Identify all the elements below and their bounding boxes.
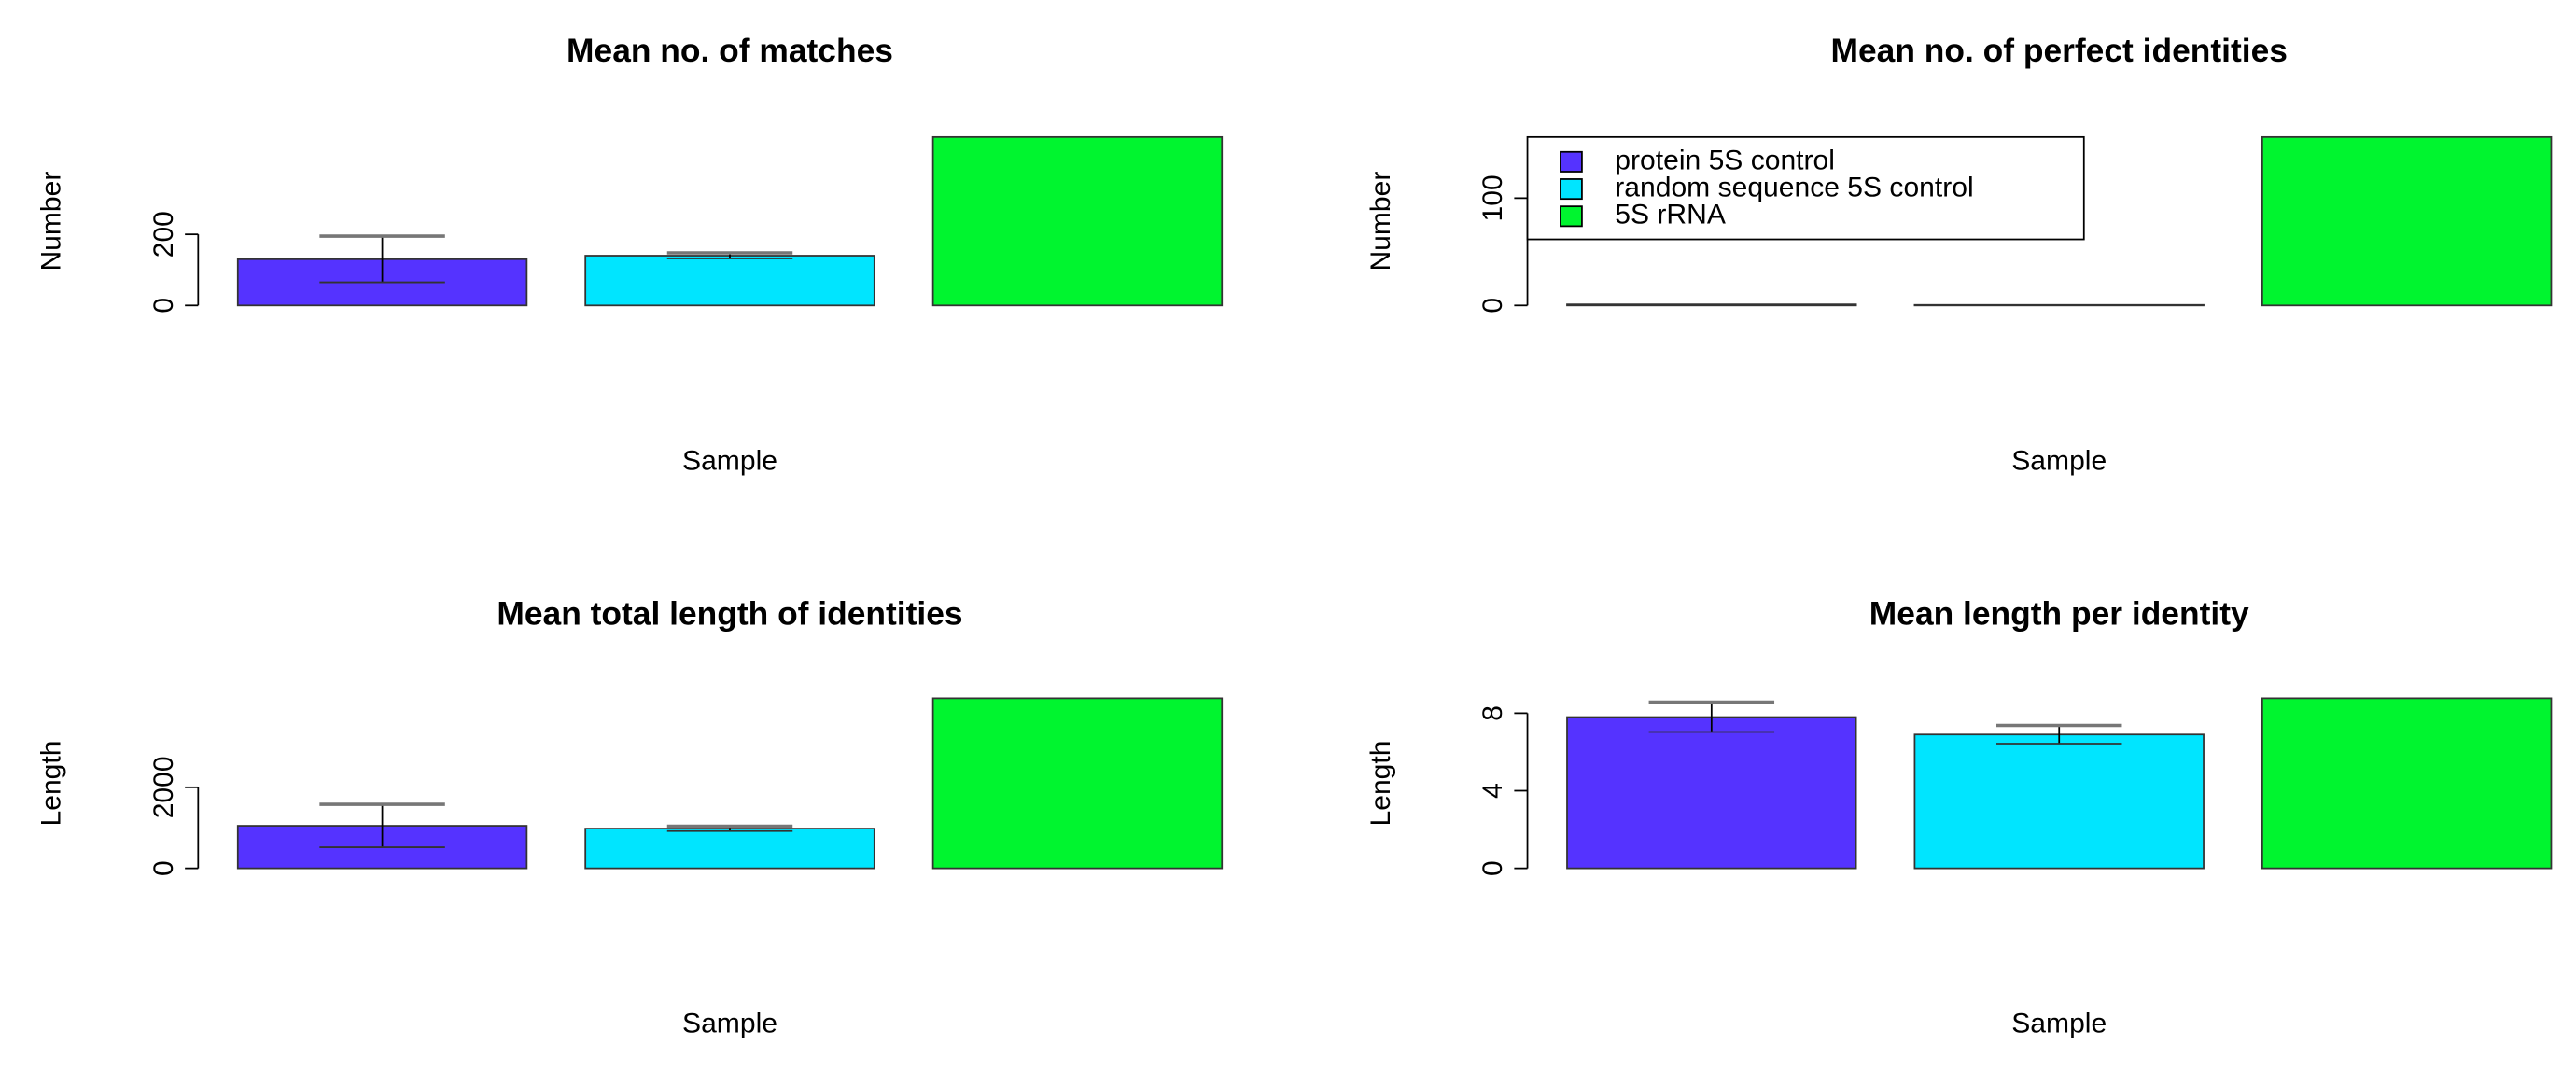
legend-box: [1526, 135, 2085, 241]
chart-title: Mean total length of identities: [497, 595, 962, 632]
bar: [1566, 716, 1857, 870]
bar: [1913, 303, 2205, 307]
legend-swatch: [1560, 178, 1583, 201]
x-axis-label: Sample: [682, 445, 777, 476]
y-axis-label: Length: [1365, 741, 1396, 827]
legend-label: random sequence 5S control: [1615, 173, 1973, 203]
y-axis-label: Number: [36, 172, 67, 272]
y-tick-label: 8: [1477, 705, 1508, 721]
bar: [931, 697, 1224, 870]
chart-title: Mean length per identity: [1869, 595, 2249, 632]
y-tick-label: 4: [1477, 783, 1508, 799]
y-tick-label: 200: [148, 211, 179, 258]
legend-label: 5S rRNA: [1615, 200, 1726, 230]
y-tick-label: 0: [1477, 860, 1508, 876]
bar: [1913, 733, 2205, 870]
bar: [2261, 697, 2553, 870]
bar: [2261, 135, 2553, 307]
y-tick-label: 0: [148, 298, 179, 314]
y-axis-label: Number: [1365, 172, 1396, 272]
legend-swatch: [1560, 205, 1583, 228]
legend-label: protein 5S control: [1615, 145, 1835, 175]
x-axis-label: Sample: [2011, 1009, 2107, 1039]
bar: [584, 828, 875, 870]
bar: [584, 255, 875, 307]
chart-title: Mean no. of matches: [567, 33, 893, 69]
chart-title: Mean no. of perfect identities: [1831, 33, 2288, 69]
legend-swatch: [1560, 150, 1583, 173]
y-tick-label: 100: [1477, 174, 1508, 221]
y-tick-label: 0: [148, 860, 179, 876]
bar: [1566, 303, 1857, 307]
x-axis-label: Sample: [2011, 445, 2107, 476]
y-tick-label: 0: [1477, 298, 1508, 314]
y-tick-label: 2000: [148, 756, 179, 818]
x-axis-label: Sample: [682, 1009, 777, 1039]
y-axis-label: Length: [36, 741, 67, 827]
bar: [931, 135, 1224, 307]
